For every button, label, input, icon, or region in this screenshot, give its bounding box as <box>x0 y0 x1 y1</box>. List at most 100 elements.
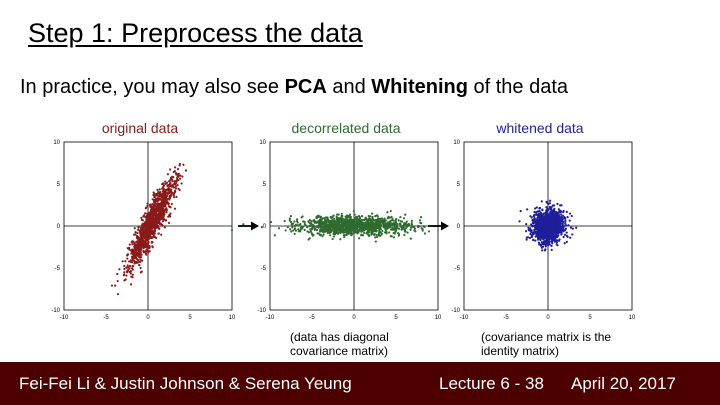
data-point <box>319 233 322 236</box>
data-point <box>165 198 168 201</box>
data-point <box>363 231 366 234</box>
whitened-scatter-svg: -10 -5 0 5 10 10 5 0 -5 -10 <box>451 140 636 321</box>
data-point <box>550 244 553 247</box>
data-point <box>175 195 178 198</box>
data-point <box>555 218 559 221</box>
data-point <box>306 230 309 233</box>
data-point <box>150 236 153 240</box>
data-point <box>134 254 137 257</box>
data-point <box>537 237 540 240</box>
data-point <box>151 206 154 209</box>
data-point <box>144 245 147 248</box>
data-point <box>547 202 550 206</box>
data-point <box>534 226 538 229</box>
data-point <box>403 224 406 227</box>
data-point <box>293 227 297 230</box>
data-point <box>555 224 558 227</box>
data-point <box>358 237 361 240</box>
data-point <box>173 207 177 210</box>
data-point <box>126 257 129 260</box>
data-point <box>160 204 163 208</box>
data-point <box>325 225 328 229</box>
data-point <box>360 230 363 233</box>
data-point <box>395 229 398 232</box>
data-point <box>128 260 131 263</box>
data-point <box>289 228 292 231</box>
data-point <box>137 226 140 229</box>
data-point <box>539 217 542 220</box>
data-point <box>171 178 174 181</box>
data-point <box>567 224 570 227</box>
y-tick-label: 5 <box>57 182 61 188</box>
data-point <box>569 226 573 229</box>
data-point <box>151 231 155 234</box>
data-point <box>555 232 558 235</box>
data-point <box>326 231 329 234</box>
data-point <box>546 221 549 224</box>
data-point <box>133 262 136 265</box>
data-point <box>538 237 542 241</box>
data-point <box>551 209 555 212</box>
data-point <box>342 230 345 234</box>
data-point <box>145 223 149 227</box>
data-point <box>555 239 558 242</box>
data-point <box>123 271 126 274</box>
data-point <box>339 220 343 224</box>
data-point <box>174 185 178 188</box>
data-point <box>167 215 170 218</box>
data-point <box>151 221 155 225</box>
data-point <box>555 241 558 244</box>
data-point <box>540 212 543 216</box>
data-point <box>148 213 151 216</box>
data-point <box>331 237 334 241</box>
data-point <box>536 231 539 234</box>
data-point <box>148 245 151 249</box>
data-point <box>551 242 554 245</box>
data-point <box>370 212 374 215</box>
data-point <box>564 217 567 220</box>
subtitle-text-3: of the data <box>467 76 569 98</box>
footer-date: April 20, 2017 <box>571 374 676 393</box>
data-point <box>139 253 142 256</box>
data-point <box>315 228 318 232</box>
data-point <box>334 229 338 232</box>
data-point <box>539 231 542 234</box>
data-point <box>135 240 138 244</box>
data-point <box>145 231 148 234</box>
data-point <box>557 239 561 242</box>
data-point <box>164 202 167 206</box>
data-point <box>531 231 535 234</box>
data-point <box>326 216 329 219</box>
data-point <box>126 269 129 272</box>
data-point <box>169 194 172 197</box>
data-point <box>151 245 154 248</box>
data-point <box>557 231 560 234</box>
data-point <box>134 231 137 234</box>
data-point <box>566 216 569 219</box>
subtitle-text-1: In practice, you may also see <box>20 76 285 98</box>
data-point <box>321 217 324 220</box>
data-point <box>353 213 356 216</box>
slide-title: Step 1: Preprocess the data <box>28 18 363 48</box>
data-point <box>173 190 177 193</box>
data-point <box>155 203 158 206</box>
data-point <box>379 225 382 228</box>
data-point <box>374 215 377 218</box>
data-point <box>145 253 148 256</box>
data-point <box>123 264 126 267</box>
data-point <box>158 192 161 195</box>
data-point <box>153 217 157 220</box>
data-point <box>565 240 568 243</box>
data-point <box>519 210 522 213</box>
data-point <box>303 228 306 231</box>
data-point <box>144 250 147 254</box>
data-point <box>331 219 334 222</box>
data-point <box>346 228 349 231</box>
data-point <box>571 227 574 230</box>
data-point <box>114 284 117 287</box>
caption-line: (data has diagonal <box>290 330 389 344</box>
data-point <box>329 223 332 226</box>
data-point <box>139 266 142 270</box>
data-point <box>310 220 313 223</box>
data-point <box>548 243 551 246</box>
